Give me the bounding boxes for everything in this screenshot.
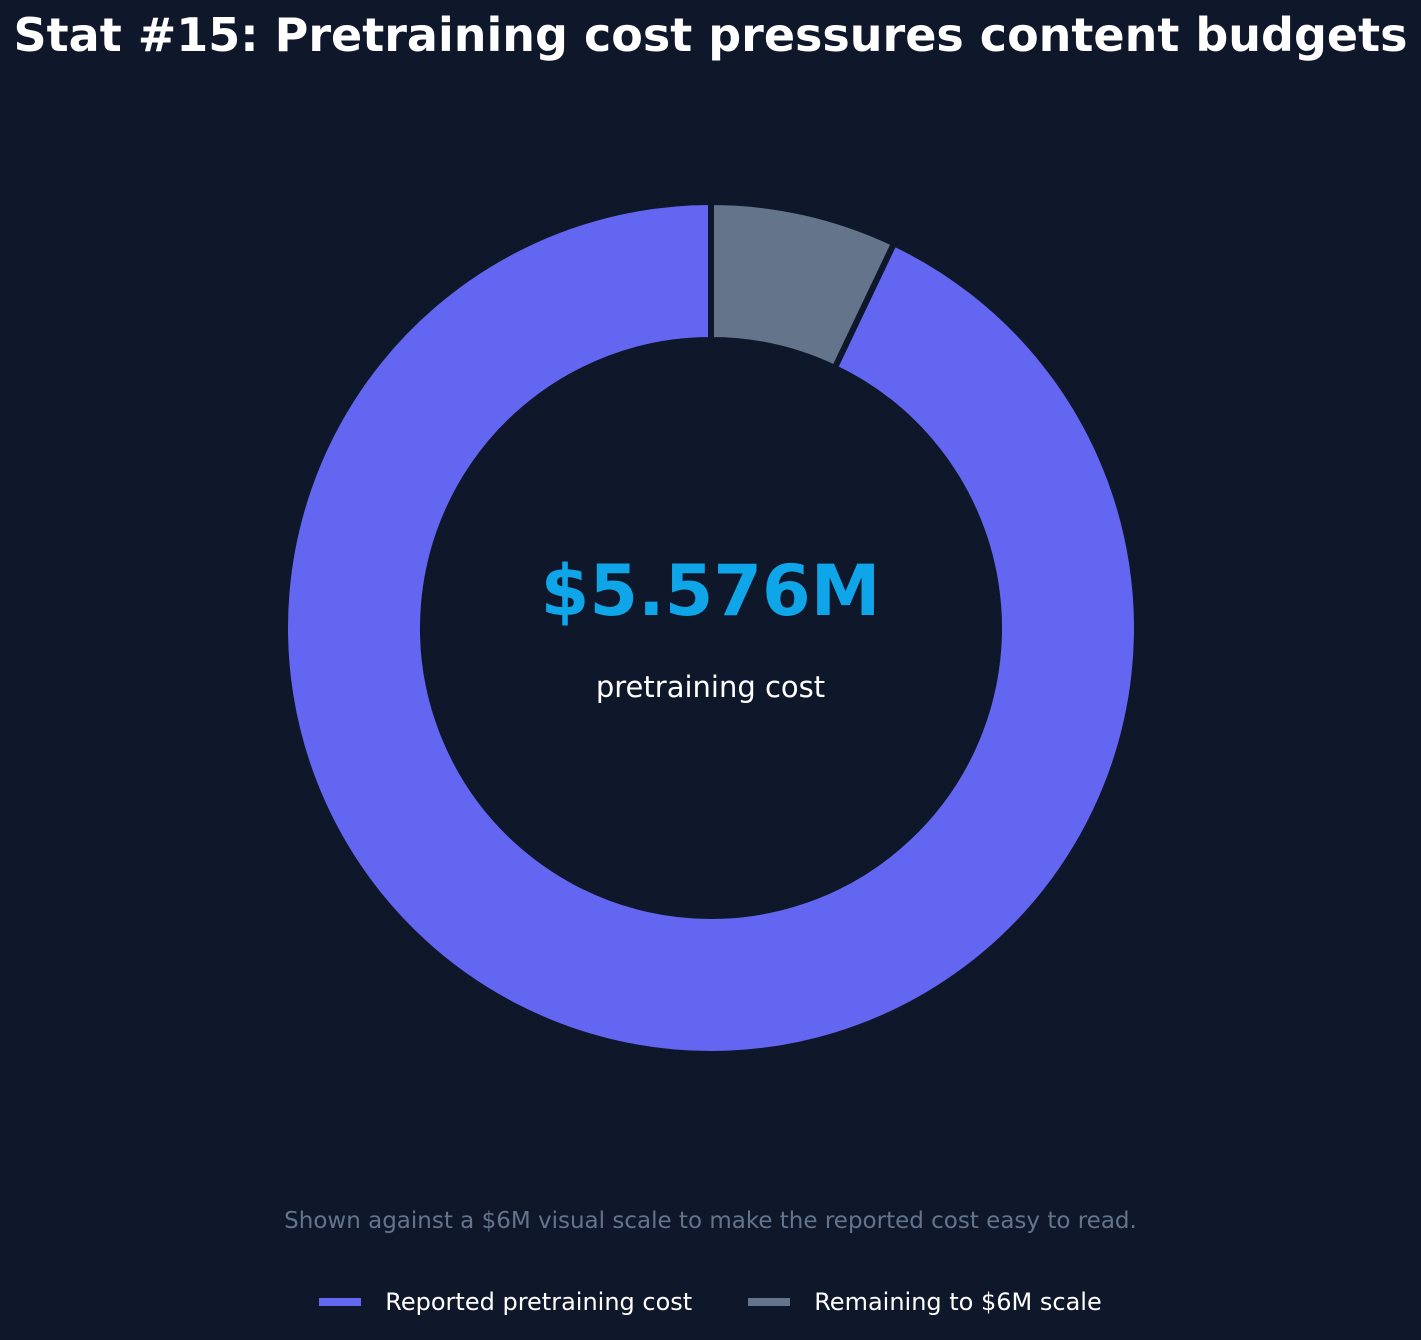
legend-item-remaining: Remaining to $6M scale (748, 1288, 1102, 1316)
scale-note: Shown against a $6M visual scale to make… (284, 1208, 1137, 1234)
center-value: $5.576M (540, 550, 881, 632)
center-label: pretraining cost (595, 670, 826, 704)
legend-swatch-reported (319, 1298, 362, 1306)
slice-reported-pretraining-cost (282, 198, 1140, 1057)
legend-label-remaining: Remaining to $6M scale (814, 1288, 1102, 1316)
chart-title: Stat #15: Pretraining cost pressures con… (13, 8, 1408, 62)
slice-remaining-to-scale (708, 198, 898, 372)
legend-item-reported: Reported pretraining cost (319, 1288, 692, 1316)
legend-swatch-remaining (748, 1298, 791, 1306)
legend-label-reported: Reported pretraining cost (385, 1288, 693, 1316)
legend: Reported pretraining cost Remaining to $… (0, 1288, 1421, 1316)
